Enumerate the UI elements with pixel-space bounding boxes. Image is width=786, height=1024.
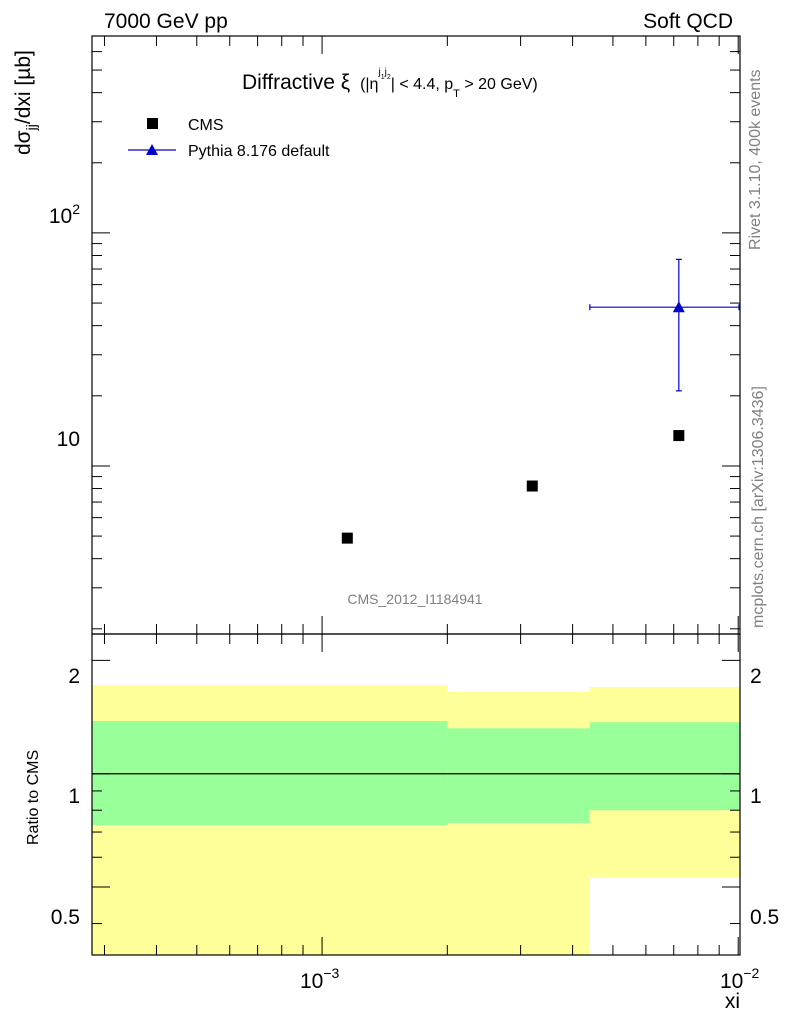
data-marks [341,258,740,544]
ratio-ytick-label-2: 2 [68,665,80,688]
legend: CMS Pythia 8.176 default [128,117,330,160]
plot-title: Diffractive ξ (|ηj1j2| < 4.4, pT > 20 Ge… [242,67,538,100]
ratio-ytick-label-right-2: 2 [750,665,762,688]
main-ytick-label-10: 10 [57,428,80,451]
ratio-band-green-0 [92,721,448,826]
main-ylabel: dσjj/dxi [µb] [12,50,39,155]
legend-pythia-marker [146,144,158,155]
ratio-band-green-2 [589,722,740,811]
ratio-ylabel: Ratio to CMS [25,750,42,845]
legend-cms-marker [147,118,158,129]
cms-point-2 [673,430,685,442]
ratio-ytick-label-right-0.5: 0.5 [750,906,779,929]
pythia-point-0 [672,301,685,313]
ratio-ytick-label-1: 1 [68,785,80,808]
legend-cms-label: CMS [188,117,224,134]
ratio-bands [92,685,740,955]
xlabel: xi [725,990,740,1013]
analysis-watermark: CMS_2012_I1184941 [347,591,482,607]
ratio-ytick-label-right-1: 1 [750,785,762,808]
cms-point-1 [526,480,538,492]
rivet-label: Rivet 3.1.10, 400k events [747,69,764,250]
legend-pythia-label: Pythia 8.176 default [188,143,330,160]
xtick-label-1e-2: 10−2 [720,965,760,993]
ratio-ytick-label-0.5: 0.5 [51,906,80,929]
ratio-band-green-1 [447,728,590,823]
mcplots-label: mcplots.cern.ch [arXiv:1306.3436] [750,386,767,628]
xtick-label-1e-3: 10−3 [300,965,340,993]
ratio-panel-frame [91,633,741,956]
main-ytick-label-100: 102 [49,201,80,228]
cms-point-0 [341,532,353,544]
header-category: Soft QCD [643,10,733,33]
header-energy: 7000 GeV pp [104,10,228,33]
